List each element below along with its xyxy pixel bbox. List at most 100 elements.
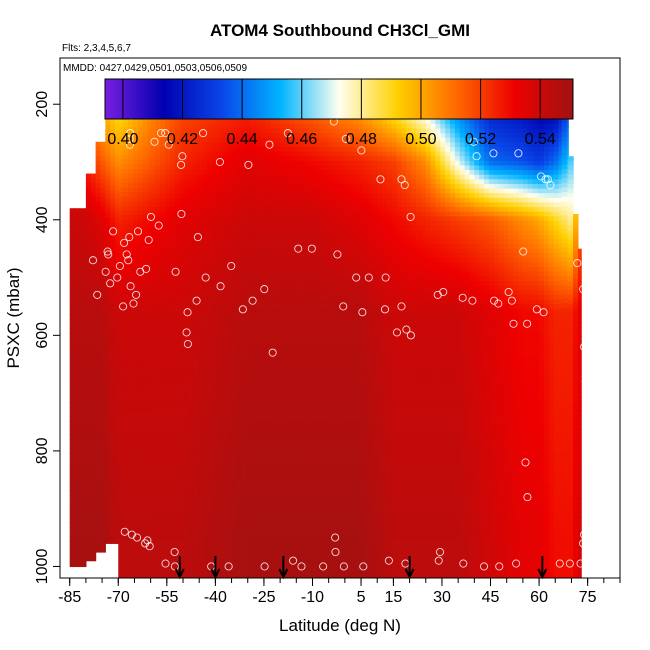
heatmap-cell (110, 513, 116, 519)
heatmap-cell (212, 452, 218, 458)
heatmap-cell (174, 512, 181, 518)
heatmap-cell (187, 562, 194, 569)
heatmap-cell (246, 142, 252, 148)
heatmap-cell (69, 393, 76, 399)
heatmap-cell (270, 336, 276, 342)
heatmap-cell (183, 364, 189, 370)
heatmap-cell (150, 156, 157, 162)
heatmap-cell (187, 294, 194, 301)
heatmap-cell (246, 396, 252, 402)
heatmap-cell (170, 502, 176, 509)
heatmap-cell (241, 433, 247, 439)
heatmap-cell (260, 308, 267, 314)
heatmap-cell (69, 485, 76, 491)
heatmap-cell (260, 151, 267, 157)
heatmap-cell (284, 424, 291, 430)
heatmap-cell (202, 507, 208, 513)
heatmap-cell (74, 277, 81, 283)
heatmap-cell (246, 285, 252, 291)
heatmap-cell (147, 409, 152, 415)
heatmap-cell (187, 465, 194, 472)
heatmap-cell (236, 327, 242, 333)
heatmap-cell (160, 336, 166, 342)
heatmap-cell (90, 247, 97, 253)
heatmap-cell (183, 562, 189, 569)
heatmap-cell (155, 207, 161, 213)
heatmap-cell (192, 267, 199, 273)
heatmap-cell (127, 437, 134, 443)
heatmap-cell (100, 465, 106, 471)
heatmap-cell (165, 507, 171, 513)
heatmap-cell (110, 425, 116, 431)
heatmap-cell (226, 290, 233, 296)
heatmap-cell (170, 304, 176, 310)
heatmap-cell (294, 502, 301, 509)
heatmap-cell (265, 502, 272, 509)
heatmap-cell (165, 354, 171, 361)
heatmap-cell (226, 410, 233, 416)
heatmap-cell (187, 128, 194, 134)
heatmap-cell (79, 457, 85, 464)
heatmap-cell (147, 261, 152, 267)
heatmap-cell (226, 188, 233, 194)
heatmap-cell (250, 183, 257, 190)
heatmap-cell (280, 378, 286, 384)
heatmap-cell (147, 520, 152, 526)
heatmap-cell (84, 508, 87, 514)
heatmap-cell (100, 363, 106, 369)
heatmap-cell (85, 205, 92, 212)
heatmap-cell (132, 497, 139, 503)
heatmap-cell (100, 511, 106, 517)
heatmap-cell (231, 285, 238, 291)
heatmap-cell (160, 447, 166, 453)
heatmap-cell (212, 276, 218, 282)
heatmap-cell (95, 354, 102, 360)
heatmap-cell (142, 538, 148, 544)
heatmap-cell (187, 354, 194, 361)
heatmap-cell (90, 242, 97, 249)
heatmap-cell (250, 433, 257, 439)
heatmap-cell (170, 239, 176, 245)
heatmap-cell (170, 225, 176, 231)
heatmap-cell (294, 507, 301, 513)
heatmap-cell (275, 396, 281, 402)
heatmap-cell (160, 544, 166, 550)
heatmap-cell (127, 372, 134, 378)
heatmap-cell (155, 318, 161, 324)
heatmap-cell (165, 142, 171, 148)
heatmap-cell (212, 156, 218, 162)
heatmap-cell (226, 128, 233, 134)
heatmap-cell (255, 239, 262, 245)
heatmap-cell (147, 515, 152, 521)
heatmap-cell (105, 531, 111, 537)
heatmap-cell (84, 342, 87, 348)
heatmap-cell (90, 510, 97, 517)
heatmap-cell (260, 170, 267, 176)
heatmap-cell (275, 507, 281, 513)
heatmap-cell (231, 331, 238, 338)
heatmap-cell (231, 271, 238, 277)
heatmap-cell (207, 378, 213, 384)
heatmap-cell (236, 322, 242, 328)
heatmap-cell (275, 142, 281, 148)
heatmap-cell (183, 230, 189, 236)
heatmap-cell (179, 248, 184, 254)
heatmap-cell (118, 344, 124, 350)
heatmap-cell (275, 521, 281, 527)
heatmap-cell (187, 234, 194, 241)
heatmap-cell (270, 475, 276, 481)
heatmap-cell (150, 373, 157, 379)
heatmap-cell (170, 276, 176, 282)
heatmap-cell (280, 507, 286, 513)
heatmap-cell (110, 323, 116, 329)
heatmap-cell (216, 549, 223, 555)
heatmap-cell (170, 290, 176, 296)
heatmap-cell (127, 474, 134, 480)
chart-title: ATOM4 Southbound CH3Cl_GMI (210, 21, 470, 40)
heatmap-cell (289, 308, 296, 314)
heatmap-cell (147, 372, 152, 378)
heatmap-cell (241, 553, 247, 559)
heatmap-cell (284, 170, 291, 176)
heatmap-cell (137, 344, 144, 350)
heatmap-cell (187, 160, 194, 167)
